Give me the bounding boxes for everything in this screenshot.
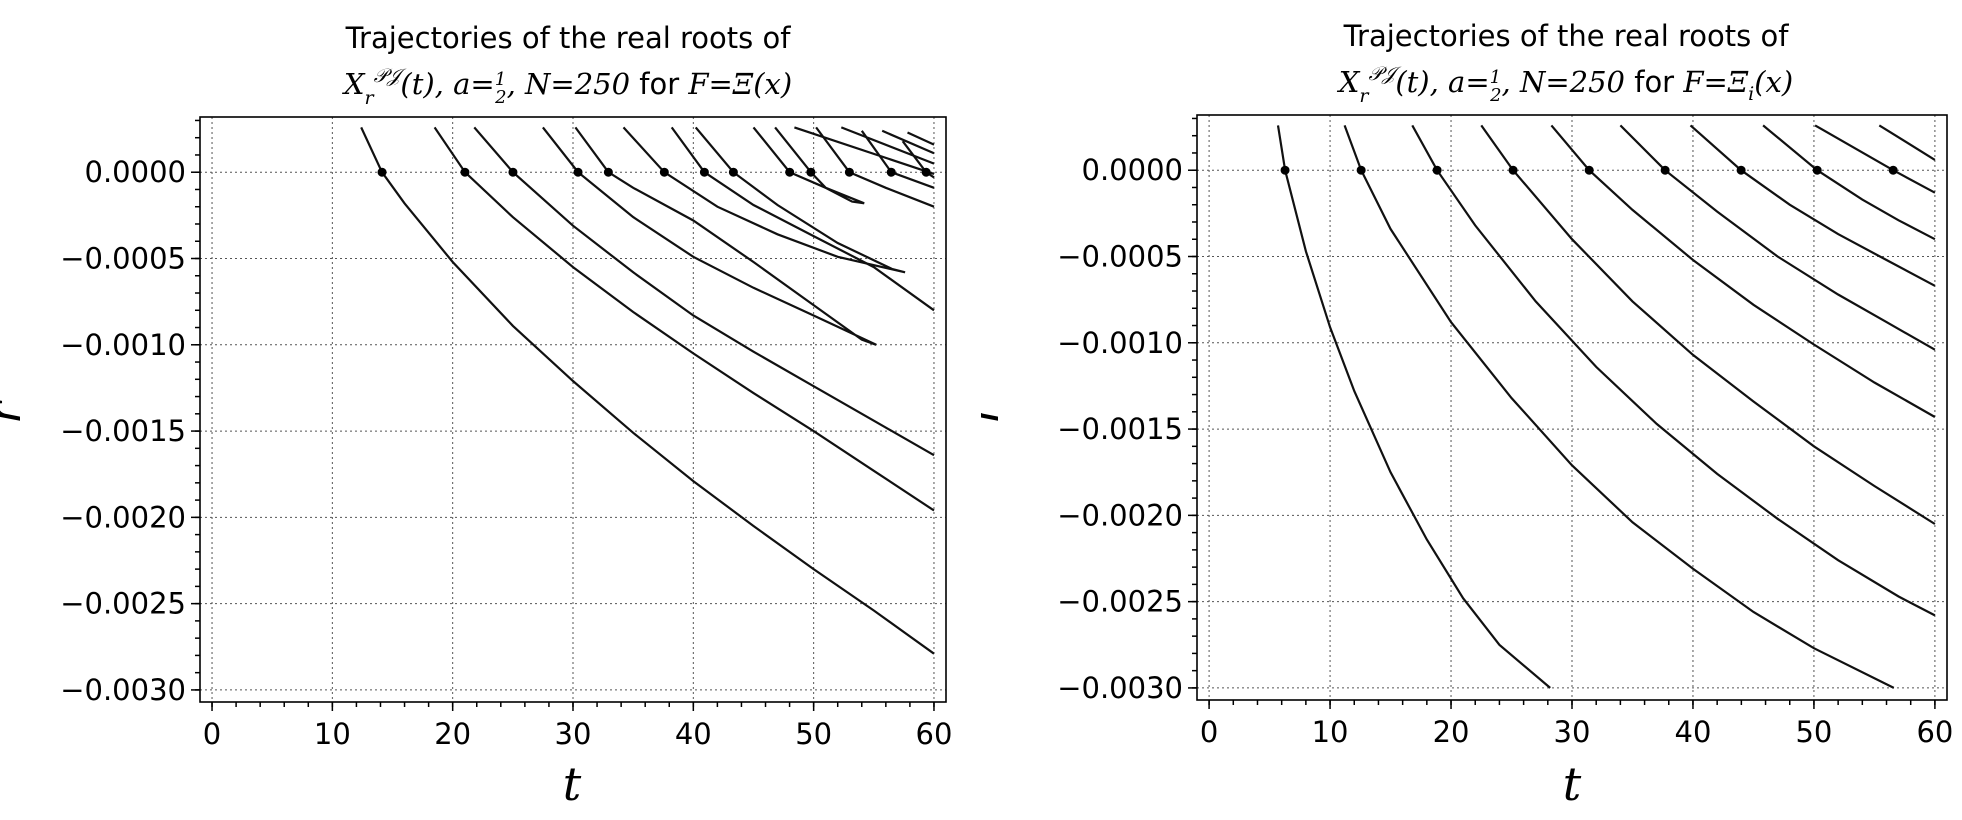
- left-y-tick-label-4: −0.0020: [60, 500, 186, 534]
- right-zero-crossing-point-4: [1508, 165, 1518, 175]
- right-y-tick-label-2: −0.0010: [1057, 326, 1183, 360]
- right-chart-svg: Trajectories of the real roots of Xr𝒫𝒥(t…: [981, 19, 1953, 811]
- left-zero-crossing-point-2: [460, 167, 470, 177]
- left-trajectory-8: [815, 126, 935, 208]
- right-plot-frame: [1196, 114, 1948, 701]
- left-zero-crossing-point-1: [377, 167, 387, 177]
- right-chart-panel: Trajectories of the real roots of Xr𝒫𝒥(t…: [981, 0, 1962, 820]
- left-zero-crossing-point-7: [699, 167, 709, 177]
- left-plot-frame: [199, 116, 947, 703]
- right-trajectory-1: [1276, 125, 1551, 689]
- left-x-tick-label-1: 10: [314, 717, 351, 751]
- left-zero-crossing-point-8: [728, 167, 738, 177]
- right-zero-crossing-point-9: [1888, 165, 1898, 175]
- left-x-tick-label-6: 60: [916, 717, 953, 751]
- right-y-tick-label-1: −0.0005: [1057, 240, 1183, 274]
- left-trajectory-12: [840, 126, 935, 165]
- right-zero-crossing-point-2: [1356, 165, 1366, 175]
- left-zero-crossing-point-4: [573, 167, 583, 177]
- left-x-tick-label-2: 20: [434, 717, 471, 751]
- right-x-tick-label-2: 20: [1433, 715, 1470, 749]
- left-trajectory-14: [907, 131, 935, 146]
- right-trajectory-7: [1689, 124, 1936, 287]
- right-trajectory-10: [1878, 124, 1936, 161]
- left-trajectory-3: [473, 126, 935, 457]
- right-x-axis-label: t: [1563, 757, 1582, 811]
- left-zero-crossing-point-10: [806, 167, 816, 177]
- left-y-tick-label-6: −0.0030: [60, 673, 186, 707]
- right-zero-crossing-point-5: [1584, 165, 1594, 175]
- left-plot-area: 0 10 20 30 40 50 60 0.0000 −0.0005 −0.0010 −0.0015…: [60, 116, 953, 751]
- left-x-tick-label-3: 30: [555, 717, 592, 751]
- right-x-tick-label-0: 0: [1200, 715, 1218, 749]
- left-trajectory-5: [622, 126, 906, 274]
- left-y-tick-label-2: −0.0010: [60, 328, 186, 362]
- left-y-tick-label-1: −0.0005: [60, 242, 186, 276]
- right-chart-title-line2: Xr𝒫𝒥(t), a=1 2, N=250 for F=Ξi(x): [1337, 63, 1793, 107]
- right-y-tick-label-0: 0.0000: [1082, 153, 1183, 187]
- right-trajectory-2: [1343, 125, 1895, 689]
- right-x-tick-label-3: 30: [1554, 715, 1591, 749]
- right-zero-crossing-point-8: [1812, 165, 1822, 175]
- left-trajectory-6: [670, 126, 935, 312]
- left-zero-crossing-point-5: [603, 167, 613, 177]
- left-zero-crossing-point-11: [844, 167, 854, 177]
- left-x-tick-label-0: 0: [203, 717, 221, 751]
- right-x-tick-label-4: 40: [1675, 715, 1712, 749]
- right-x-tick-label-1: 10: [1312, 715, 1349, 749]
- left-trajectory-4: [542, 126, 877, 346]
- left-zero-crossing-point-3: [508, 167, 518, 177]
- right-zero-crossing-point-3: [1432, 165, 1442, 175]
- right-trajectory-4: [1480, 124, 1936, 525]
- right-trajectory-5: [1550, 124, 1936, 418]
- left-chart-title-line2: Xr𝒫𝒥(t), a=1 2, N=250 for F=Ξ(x): [342, 65, 792, 109]
- right-x-tick-label-6: 60: [1916, 715, 1953, 749]
- left-x-tick-label-5: 50: [795, 717, 832, 751]
- right-y-tick-label-4: −0.0020: [1057, 498, 1183, 532]
- left-zero-crossing-point-6: [659, 167, 669, 177]
- left-trajectory-2: [433, 126, 935, 512]
- left-y-tick-label-3: −0.0015: [60, 414, 186, 448]
- left-zero-crossing-point-12: [886, 167, 896, 177]
- right-zero-crossing-point-7: [1736, 165, 1746, 175]
- left-y-axis-label: r: [0, 399, 31, 424]
- right-trajectory-3: [1411, 124, 1936, 617]
- right-y-tick-label-6: −0.0030: [1057, 671, 1183, 705]
- right-zero-crossing-point-1: [1280, 165, 1290, 175]
- left-trajectory-11: [794, 126, 935, 175]
- left-y-tick-label-5: −0.0025: [60, 587, 186, 621]
- left-trajectory-13: [881, 129, 935, 155]
- right-zero-crossing-point-6: [1660, 165, 1670, 175]
- right-trajectory-8: [1762, 124, 1936, 241]
- left-chart-panel: Trajectories of the real roots of Xr𝒫𝒥(t…: [0, 21, 953, 811]
- left-trajectory-7: [752, 126, 865, 205]
- left-zero-crossing-point-13: [921, 167, 931, 177]
- right-y-tick-label-5: −0.0025: [1057, 585, 1183, 619]
- right-plot-area: 0 10 20 30 40 50 60 0.0000 −0.0005 −0.0010 −0.0015…: [1057, 114, 1953, 749]
- left-chart-svg: Trajectories of the real roots of Xr𝒫𝒥(t…: [0, 21, 953, 811]
- left-zero-crossing-point-9: [785, 167, 795, 177]
- left-y-tick-label-0: 0.0000: [85, 155, 186, 189]
- left-x-axis-label: t: [563, 757, 582, 811]
- left-trajectory-1: [360, 126, 935, 655]
- left-chart-title-line1: Trajectories of the real roots of: [345, 21, 792, 55]
- left-x-tick-label-4: 40: [675, 717, 712, 751]
- right-y-tick-label-3: −0.0015: [1057, 412, 1183, 446]
- right-chart-title-line1: Trajectories of the real roots of: [1343, 19, 1790, 53]
- right-x-tick-label-5: 50: [1795, 715, 1832, 749]
- right-trajectory-9: [1814, 124, 1936, 194]
- right-y-axis-label: r: [981, 399, 1009, 424]
